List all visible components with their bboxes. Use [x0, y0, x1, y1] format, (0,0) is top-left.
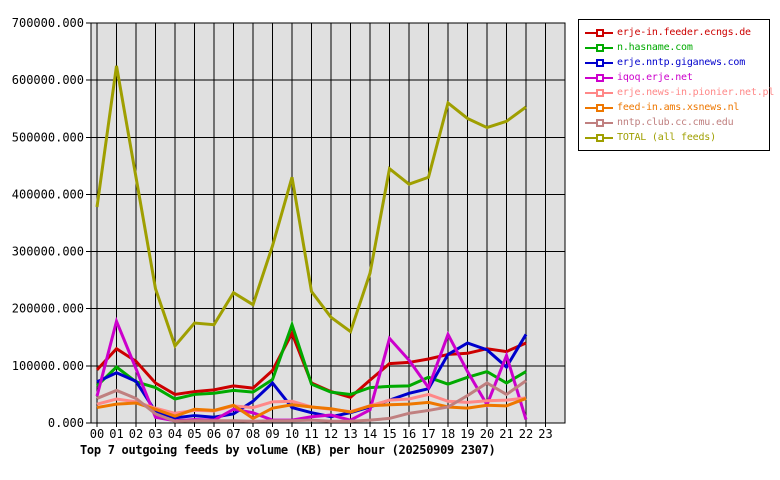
x-tick-label: 19	[460, 427, 474, 441]
x-tick-label: 17	[421, 427, 435, 441]
x-tick-label: 08	[246, 427, 260, 441]
x-tick-label: 20	[480, 427, 494, 441]
legend-label: n.hasname.com	[617, 42, 693, 53]
legend-item: erje.nntp.giganews.com	[585, 55, 763, 70]
legend-item: nntp.club.cc.cmu.edu	[585, 115, 763, 130]
x-tick-label: 22	[519, 427, 533, 441]
x-tick-label: 14	[363, 427, 377, 441]
legend-label: erje.news-in.pionier.net.pl	[617, 87, 775, 98]
legend-line-marker-icon	[585, 43, 613, 52]
y-tick-label: 600000.000	[12, 73, 84, 87]
plot-border	[90, 22, 566, 424]
x-tick-label: 09	[265, 427, 279, 441]
x-tick-label: 12	[324, 427, 338, 441]
legend-item: TOTAL (all feeds)	[585, 130, 763, 145]
x-tick-label: 11	[304, 427, 318, 441]
y-tick-label: 400000.000	[12, 187, 84, 201]
x-tick-label: 10	[285, 427, 299, 441]
legend-item: erje.news-in.pionier.net.pl	[585, 85, 774, 100]
legend-label: erje-in.feeder.ecngs.de	[617, 27, 751, 38]
legend-item: n.hasname.com	[585, 40, 763, 55]
y-tick-label: 300000.000	[12, 245, 84, 259]
x-tick-label: 15	[382, 427, 396, 441]
legend-item: feed-in.ams.xsnews.nl	[585, 100, 763, 115]
legend-line-marker-icon	[585, 58, 613, 67]
x-tick-label: 07	[226, 427, 240, 441]
y-tick-label: 500000.000	[12, 130, 84, 144]
x-tick-label: 05	[187, 427, 201, 441]
legend-line-marker-icon	[585, 88, 613, 97]
chart-title: Top 7 outgoing feeds by volume (KB) per …	[80, 443, 496, 457]
legend-line-marker-icon	[585, 133, 613, 142]
x-tick-label: 02	[129, 427, 143, 441]
legend-label: feed-in.ams.xsnews.nl	[617, 102, 740, 113]
legend-label: TOTAL (all feeds)	[617, 132, 716, 143]
legend-label: erje.nntp.giganews.com	[617, 57, 746, 68]
y-tick-label: 200000.000	[12, 302, 84, 316]
series-line-5	[96, 397, 527, 421]
legend-item: iqoq.erje.net	[585, 70, 763, 85]
x-tick-label: 03	[148, 427, 162, 441]
x-tick-label: 00	[90, 427, 104, 441]
legend-line-marker-icon	[585, 28, 613, 37]
plot-area	[91, 23, 565, 423]
x-tick-label: 23	[538, 427, 552, 441]
series-line-2	[96, 333, 528, 420]
y-tick-label: 700000.000	[12, 16, 84, 30]
x-tick-label: 01	[109, 427, 123, 441]
series-line-7	[95, 65, 527, 349]
x-tick-label: 13	[343, 427, 357, 441]
legend-label: iqoq.erje.net	[617, 72, 693, 83]
x-tick-label: 21	[499, 427, 513, 441]
legend-line-marker-icon	[585, 118, 613, 127]
series-line-1	[95, 320, 527, 401]
legend-line-marker-icon	[585, 103, 613, 112]
x-tick-label: 16	[402, 427, 416, 441]
legend-line-marker-icon	[585, 73, 613, 82]
x-tick-label: 18	[441, 427, 455, 441]
x-tick-label: 04	[168, 427, 182, 441]
legend: erje-in.feeder.ecngs.de n.hasname.com erje…	[578, 19, 774, 151]
series-line-6	[96, 379, 527, 423]
y-tick-label: 100000.000	[12, 359, 84, 373]
legend-label: nntp.club.cc.cmu.edu	[617, 117, 734, 128]
x-tick-label: 06	[207, 427, 221, 441]
legend-item: erje-in.feeder.ecngs.de	[585, 25, 763, 40]
y-tick-label: 0.000	[48, 416, 84, 430]
